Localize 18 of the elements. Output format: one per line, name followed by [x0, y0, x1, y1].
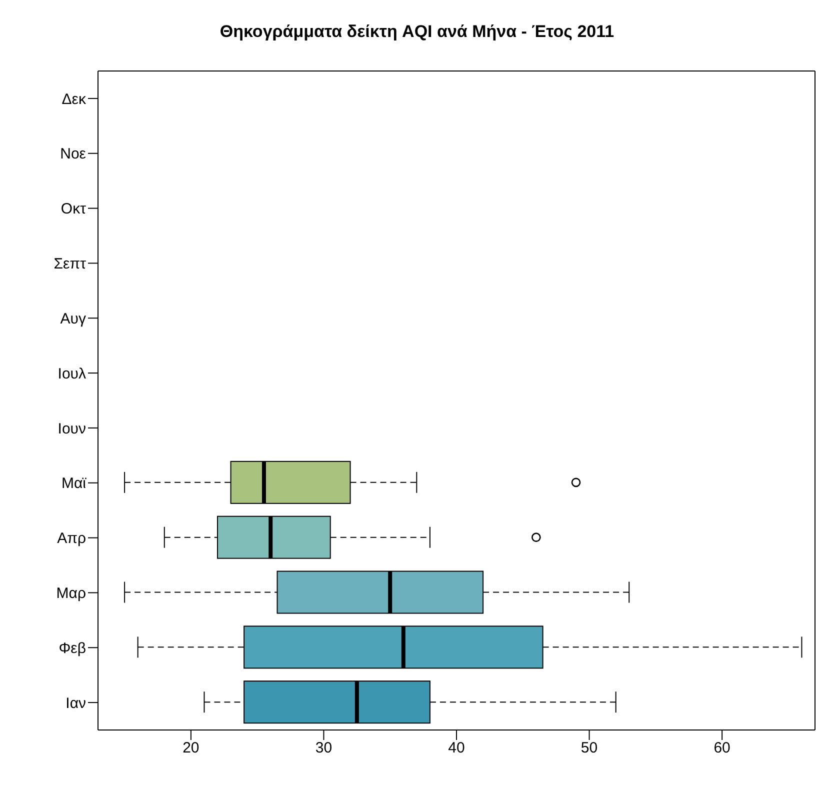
- y-tick-label: Νοε: [60, 146, 86, 163]
- y-tick-label: Φεβ: [58, 640, 86, 657]
- y-tick-label: Μαρ: [56, 585, 86, 602]
- x-tick-label: 40: [448, 740, 465, 757]
- y-tick-label: Σεπτ: [54, 256, 86, 273]
- y-tick-label: Ιουλ: [58, 365, 86, 382]
- y-tick-label: Ιουν: [58, 420, 86, 438]
- y-tick-label: Ιαν: [66, 694, 86, 712]
- x-tick-label: 30: [315, 740, 332, 757]
- y-tick-label: Δεκ: [62, 90, 86, 108]
- x-tick-label: 60: [714, 740, 730, 757]
- chart-title: Θηκογράμματα δείκτη AQI ανά Μήνα - Έτος 2011: [218, 22, 616, 42]
- y-tick-label: Οκτ: [60, 200, 86, 218]
- y-tick-label: Απρ: [57, 530, 86, 548]
- x-tick-label: 50: [580, 740, 598, 757]
- y-tick-label: Μαϊ: [62, 475, 87, 492]
- x-tick-label: 20: [182, 740, 200, 757]
- y-tick-label: Αυγ: [60, 310, 86, 328]
